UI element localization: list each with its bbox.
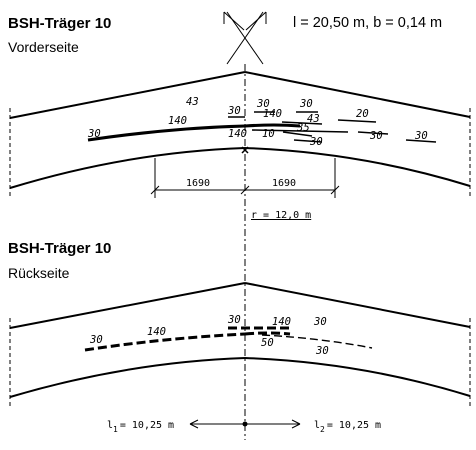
back-side-label: Rückseite: [8, 265, 70, 281]
crack-line: [244, 331, 291, 336]
crack-label: 30: [369, 130, 383, 142]
crack-line: [84, 332, 246, 352]
crack-label: 30: [89, 334, 103, 346]
crack-label: 140: [263, 108, 282, 120]
front-dimensions: 1690 1690: [150, 158, 340, 198]
crack-label: 30: [227, 105, 241, 117]
crack-label: 140: [168, 115, 187, 127]
center-symbol-icon: [223, 11, 267, 65]
beam-dimensions: l = 20,50 m, b = 0,14 m: [293, 15, 442, 31]
crack-label: 30: [256, 98, 270, 110]
crack-label: 30: [414, 130, 428, 142]
crack-line: [244, 123, 301, 128]
back-cracks: [84, 326, 373, 352]
crack-line: [337, 119, 377, 123]
crack-line: [357, 131, 389, 135]
crack-label: 140: [272, 316, 291, 328]
front-beam: [9, 71, 471, 198]
front-crack-labels: 43 30 140 30 140 30 43 20 140 10 35 30 3…: [87, 96, 428, 148]
crack-label: 20: [356, 108, 369, 120]
radius-label: r = 12,0 m: [251, 210, 311, 221]
span-dimensions: l1 = 10,25 m l2 = 10,25 m: [107, 419, 381, 434]
front-cracks: [87, 111, 437, 154]
crack-line: [282, 131, 313, 137]
span-right: l2 = 10,25 m: [314, 420, 381, 434]
crack-label: 30: [313, 316, 327, 328]
front-title: BSH-Träger 10: [8, 15, 111, 32]
crack-line: [87, 124, 246, 142]
crack-label: 43: [307, 113, 320, 125]
crack-label: 140: [228, 128, 247, 140]
crack-label: 43: [186, 96, 199, 108]
back-crack-labels: 30 140 30 140 30 50 30: [89, 314, 329, 357]
crack-label: 30: [227, 314, 241, 326]
back-title: BSH-Träger 10: [8, 240, 111, 257]
arrow-left-icon: [189, 419, 199, 429]
crack-line: [405, 139, 437, 143]
crack-label: 35: [296, 122, 310, 134]
center-point: [242, 421, 248, 427]
dim-right: 1690: [272, 178, 296, 189]
crack-label: 140: [147, 326, 166, 338]
crack-line: [293, 139, 323, 143]
crack-label: 30: [315, 345, 329, 357]
span-left: l1 = 10,25 m: [107, 420, 174, 434]
crack-label: 10: [262, 128, 275, 140]
crack-line: [281, 121, 323, 125]
crack-label: 30: [299, 98, 313, 110]
crack-label-left: 30: [87, 128, 101, 140]
crack-label: 50: [261, 337, 274, 349]
arrow-right-icon: [291, 419, 301, 429]
dim-left: 1690: [186, 178, 210, 189]
crack-line: [251, 129, 349, 133]
back-beam: [9, 282, 471, 407]
crack-line: [261, 334, 373, 349]
crack-label: 30: [309, 136, 323, 148]
front-side-label: Vorderseite: [8, 39, 79, 55]
